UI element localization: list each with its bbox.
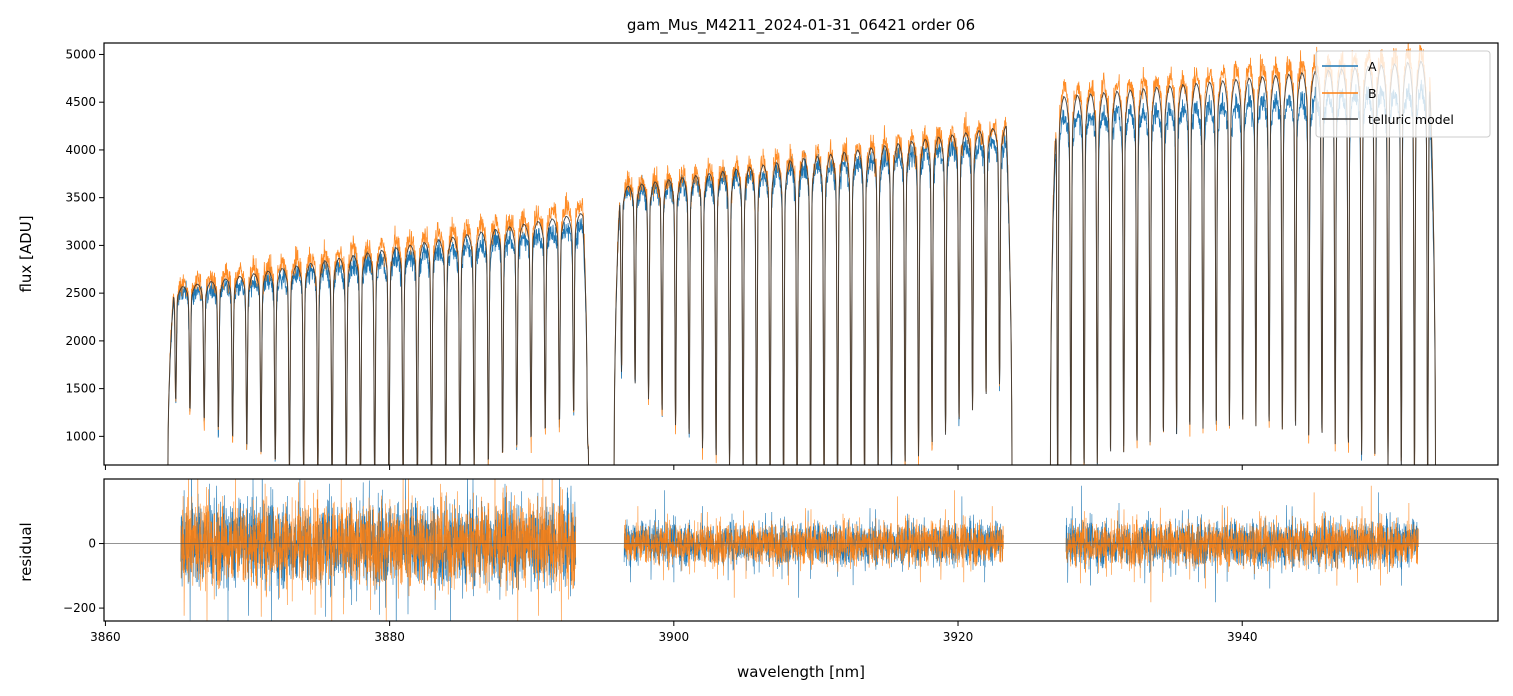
residual-plot-area [104, 479, 1498, 621]
x-tick-label: 3860 [90, 630, 121, 644]
chart-title: gam_Mus_M4211_2024-01-31_06421 order 06 [627, 16, 975, 35]
residual-y-axis-label: residual [17, 522, 35, 581]
flux-x-ticks [104, 465, 1243, 470]
flux-y-tick-label: 1000 [65, 429, 96, 443]
flux-y-axis-label: flux [ADU] [17, 215, 35, 292]
legend: A B telluric model [1315, 50, 1491, 138]
x-tick-label: 3940 [1227, 630, 1258, 644]
flux-y-tick-label: 1500 [65, 382, 96, 396]
flux-y-tick-label: 3000 [65, 238, 96, 252]
residual-panel: −200 0 3860 3880 3900 3920 3940 residual wave… [17, 478, 1499, 681]
flux-y-tick-label: 4500 [65, 95, 96, 109]
x-axis-label: wavelength [nm] [737, 663, 865, 681]
residual-y-tick-label: −200 [63, 601, 96, 615]
residual-series-b-line [180, 479, 1419, 621]
flux-y-tick-label: 4000 [65, 143, 96, 157]
flux-y-tick-label: 2000 [65, 334, 96, 348]
flux-y-tick-label: 3500 [65, 191, 96, 205]
flux-y-ticks: 1000 1500 2000 2500 3000 3500 4000 4500 5000 [65, 47, 104, 443]
residual-x-ticks: 3860 3880 3900 3920 3940 [90, 621, 1257, 644]
legend-box [1315, 50, 1491, 138]
flux-axes-frame [103, 42, 1499, 466]
x-tick-label: 3880 [374, 630, 405, 644]
x-tick-label: 3900 [659, 630, 690, 644]
x-tick-label: 3920 [943, 630, 974, 644]
flux-plot-area [167, 43, 1436, 465]
legend-label-a: A [1368, 59, 1377, 74]
legend-label-telluric-model: telluric model [1368, 112, 1454, 127]
legend-label-b: B [1368, 86, 1377, 101]
flux-y-tick-label: 2500 [65, 286, 96, 300]
flux-panel: 1000 1500 2000 2500 3000 3500 4000 4500 5000 flu… [17, 42, 1499, 470]
residual-axes-frame [103, 478, 1499, 622]
residual-y-ticks: −200 0 [63, 537, 104, 615]
series-a-line [167, 79, 1436, 465]
residual-y-tick-label: 0 [88, 537, 96, 551]
flux-y-tick-label: 5000 [65, 47, 96, 61]
